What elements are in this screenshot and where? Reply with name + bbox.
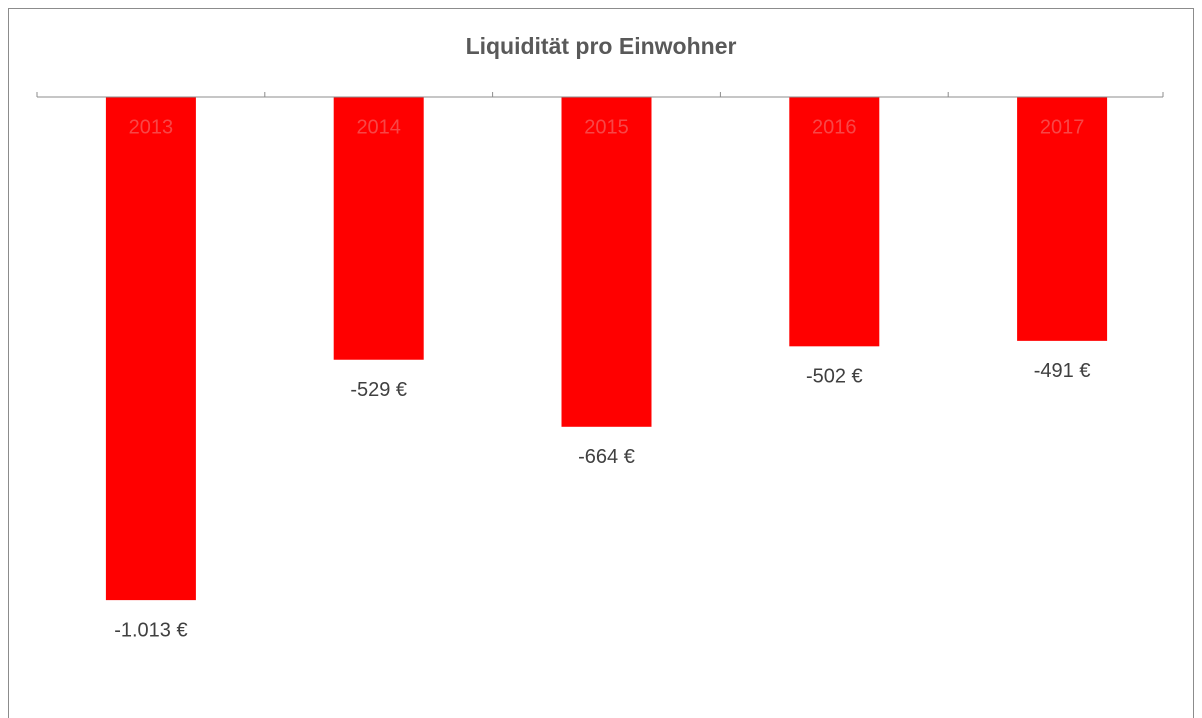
value-label: -664 € [578,446,635,468]
bar [105,97,196,601]
value-label: -529 € [350,379,407,401]
bar [333,97,424,360]
chart-title: Liquidität pro Einwohner [466,33,737,59]
category-label: 2015 [584,116,629,138]
bar [789,97,880,347]
category-label: 2013 [129,116,174,138]
bar [1017,97,1108,341]
category-label: 2016 [812,116,857,138]
category-label: 2014 [356,116,401,138]
bar [561,97,652,427]
category-label: 2017 [1040,116,1085,138]
value-label: -1.013 € [114,619,187,641]
value-label: -502 € [806,366,863,388]
value-label: -491 € [1034,360,1091,382]
